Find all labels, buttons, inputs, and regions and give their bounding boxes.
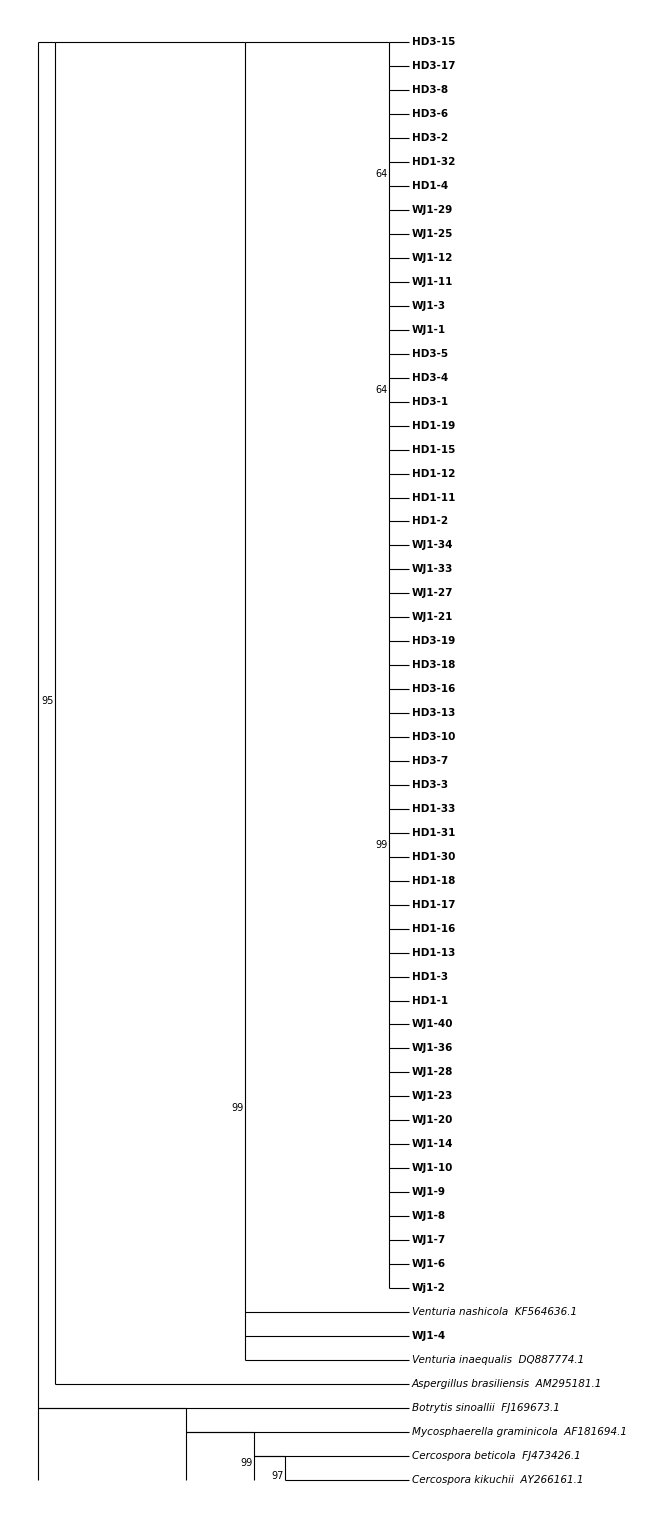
Text: HD1-19: HD1-19	[412, 420, 455, 431]
Text: 97: 97	[271, 1470, 283, 1481]
Text: Cercospora beticola  FJ473426.1: Cercospora beticola FJ473426.1	[412, 1450, 581, 1461]
Text: HD1-13: HD1-13	[412, 948, 455, 957]
Text: HD3-6: HD3-6	[412, 110, 448, 119]
Text: HD3-19: HD3-19	[412, 636, 455, 647]
Text: 99: 99	[375, 840, 387, 849]
Text: HD1-3: HD1-3	[412, 971, 448, 982]
Text: 95: 95	[41, 696, 53, 706]
Text: Venturia nashicola  KF564636.1: Venturia nashicola KF564636.1	[412, 1307, 577, 1317]
Text: Cercospora kikuchii  AY266161.1: Cercospora kikuchii AY266161.1	[412, 1475, 583, 1484]
Text: HD1-31: HD1-31	[412, 828, 455, 837]
Text: HD1-2: HD1-2	[412, 516, 448, 527]
Text: HD3-13: HD3-13	[412, 708, 455, 718]
Text: WJ1-29: WJ1-29	[412, 205, 453, 215]
Text: HD3-8: HD3-8	[412, 85, 448, 96]
Text: WJ1-23: WJ1-23	[412, 1091, 453, 1102]
Text: Mycosphaerella graminicola  AF181694.1: Mycosphaerella graminicola AF181694.1	[412, 1426, 627, 1437]
Text: WJ1-9: WJ1-9	[412, 1187, 446, 1198]
Text: WJ1-10: WJ1-10	[412, 1163, 453, 1173]
Text: WJ1-20: WJ1-20	[412, 1116, 453, 1125]
Text: WJ1-8: WJ1-8	[412, 1212, 446, 1221]
Text: WJ1-21: WJ1-21	[412, 612, 453, 622]
Text: Botrytis sinoallii  FJ169673.1: Botrytis sinoallii FJ169673.1	[412, 1403, 560, 1412]
Text: HD3-17: HD3-17	[412, 61, 455, 72]
Text: Venturia inaequalis  DQ887774.1: Venturia inaequalis DQ887774.1	[412, 1355, 584, 1365]
Text: WJ1-33: WJ1-33	[412, 565, 453, 574]
Text: WJ1-14: WJ1-14	[412, 1140, 453, 1149]
Text: HD1-1: HD1-1	[412, 995, 448, 1006]
Text: WJ1-6: WJ1-6	[412, 1259, 446, 1269]
Text: WJ1-36: WJ1-36	[412, 1044, 453, 1053]
Text: WJ1-11: WJ1-11	[412, 277, 453, 288]
Text: Aspergillus brasiliensis  AM295181.1: Aspergillus brasiliensis AM295181.1	[412, 1379, 602, 1388]
Text: HD3-18: HD3-18	[412, 661, 455, 670]
Text: HD1-12: HD1-12	[412, 469, 455, 478]
Text: WJ1-25: WJ1-25	[412, 228, 453, 239]
Text: WJ1-1: WJ1-1	[412, 324, 446, 335]
Text: HD1-16: HD1-16	[412, 924, 455, 933]
Text: 99: 99	[231, 1103, 243, 1113]
Text: Wj1-2: Wj1-2	[412, 1283, 446, 1294]
Text: HD1-15: HD1-15	[412, 444, 455, 455]
Text: WJ1-3: WJ1-3	[412, 301, 446, 310]
Text: HD3-4: HD3-4	[412, 373, 448, 382]
Text: WJ1-4: WJ1-4	[412, 1330, 446, 1341]
Text: WJ1-28: WJ1-28	[412, 1067, 453, 1078]
Text: HD3-15: HD3-15	[412, 38, 455, 47]
Text: HD3-10: HD3-10	[412, 732, 455, 743]
Text: WJ1-34: WJ1-34	[412, 540, 453, 551]
Text: WJ1-12: WJ1-12	[412, 253, 453, 263]
Text: HD3-2: HD3-2	[412, 134, 448, 143]
Text: HD1-4: HD1-4	[412, 181, 448, 192]
Text: HD1-17: HD1-17	[412, 900, 455, 910]
Text: WJ1-7: WJ1-7	[412, 1234, 446, 1245]
Text: 99: 99	[240, 1458, 252, 1467]
Text: HD1-11: HD1-11	[412, 493, 455, 502]
Text: WJ1-27: WJ1-27	[412, 589, 453, 598]
Text: 64: 64	[375, 385, 387, 394]
Text: HD1-18: HD1-18	[412, 875, 455, 886]
Text: HD3-5: HD3-5	[412, 349, 448, 359]
Text: HD3-7: HD3-7	[412, 756, 448, 766]
Text: HD1-33: HD1-33	[412, 804, 455, 814]
Text: HD1-32: HD1-32	[412, 157, 455, 167]
Text: HD3-1: HD3-1	[412, 397, 448, 406]
Text: 64: 64	[375, 169, 387, 180]
Text: WJ1-40: WJ1-40	[412, 1020, 453, 1029]
Text: HD1-30: HD1-30	[412, 852, 455, 861]
Text: HD3-3: HD3-3	[412, 779, 448, 790]
Text: HD3-16: HD3-16	[412, 685, 455, 694]
